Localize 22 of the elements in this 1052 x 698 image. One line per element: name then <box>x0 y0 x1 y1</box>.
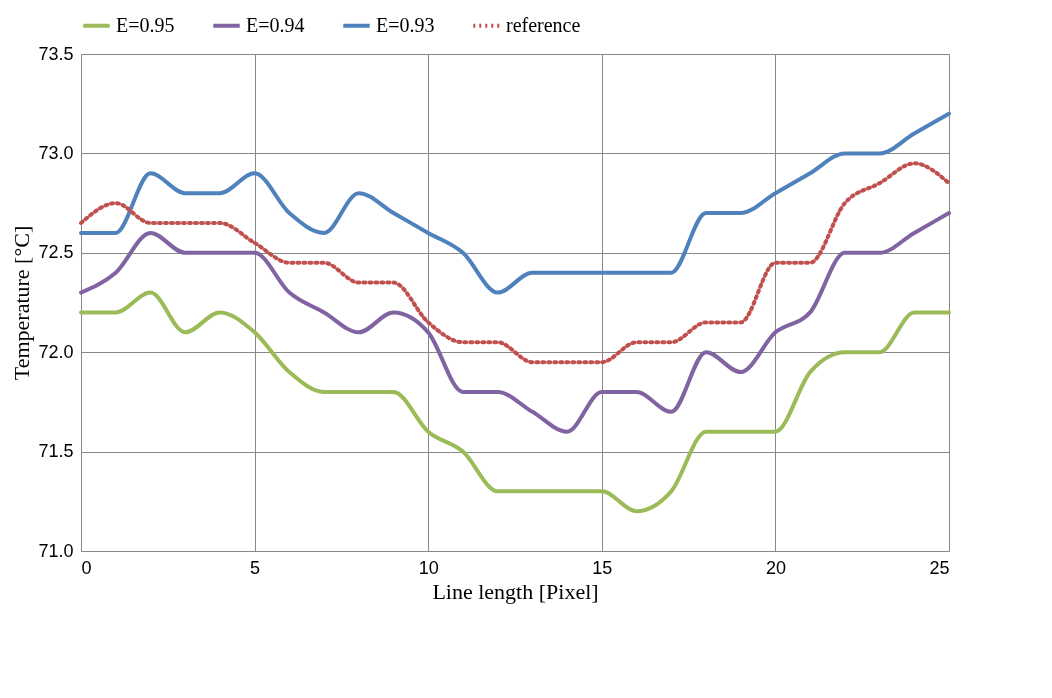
line-series <box>79 111 951 295</box>
legend-label: reference <box>506 13 581 36</box>
y-axis-title: Temperature [°C] <box>9 225 35 381</box>
legend-label: E=0.93 <box>376 13 435 36</box>
legend-label: E=0.94 <box>246 13 305 36</box>
x-tick-label: 0 <box>81 557 92 578</box>
y-tick-label: 72.0 <box>38 341 74 362</box>
y-tick-label: 71.5 <box>38 441 74 462</box>
x-tick-label: 10 <box>418 557 439 578</box>
line-series <box>79 211 951 434</box>
x-tick-label: 20 <box>765 557 786 578</box>
y-tick-label: 73.0 <box>38 142 74 163</box>
x-tick-label: 5 <box>250 557 261 578</box>
x-tick-label: 15 <box>592 557 613 578</box>
line-series <box>79 290 951 514</box>
line-series <box>79 161 951 365</box>
legend-label: E=0.95 <box>116 13 175 36</box>
x-axis-title: Line length [Pixel] <box>432 578 599 604</box>
y-tick-label: 72.5 <box>38 242 74 263</box>
y-tick-label: 71.0 <box>38 540 74 561</box>
y-tick-label: 73.5 <box>38 43 74 64</box>
x-tick-label: 25 <box>929 557 950 578</box>
